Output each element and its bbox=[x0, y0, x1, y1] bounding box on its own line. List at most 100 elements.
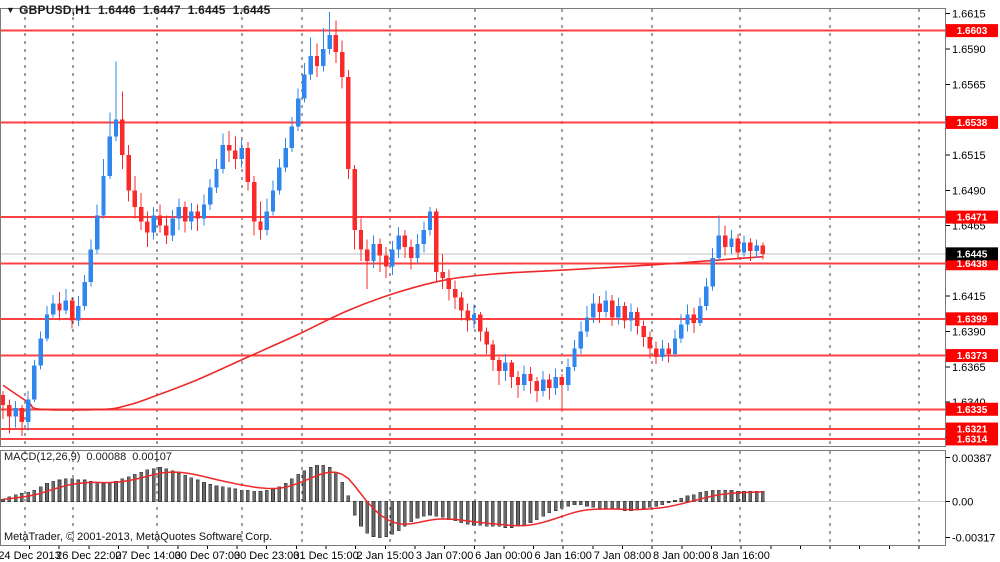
macd-bar bbox=[246, 490, 249, 501]
candle-body bbox=[698, 306, 702, 323]
macd-bar bbox=[567, 501, 570, 506]
macd-bar bbox=[422, 501, 425, 516]
candle-body bbox=[164, 226, 168, 236]
macd-bar bbox=[253, 491, 256, 501]
candle-body bbox=[32, 365, 36, 399]
macd-bar bbox=[447, 501, 450, 519]
candle-body bbox=[271, 190, 275, 211]
macd-bar bbox=[410, 501, 413, 521]
macd-bar bbox=[259, 491, 262, 501]
candle-body bbox=[214, 169, 218, 187]
price-tick-label: 1.6365 bbox=[952, 362, 986, 374]
candle-body bbox=[365, 250, 369, 261]
candle-body bbox=[371, 244, 375, 261]
time-tick-label: 3 Jan 07:00 bbox=[416, 550, 474, 562]
candle-body bbox=[641, 326, 645, 337]
candle-body bbox=[321, 49, 325, 66]
candle-body bbox=[233, 151, 237, 159]
macd-bar bbox=[115, 481, 118, 501]
time-tick-label: 26 Dec 22:00 bbox=[56, 550, 121, 562]
candle-body bbox=[654, 349, 658, 357]
candle-body bbox=[51, 303, 55, 314]
macd-bar bbox=[516, 501, 519, 526]
candle-body bbox=[547, 380, 551, 388]
level-lines[interactable] bbox=[0, 31, 945, 439]
candle-body bbox=[189, 211, 193, 221]
macd-bar bbox=[642, 501, 645, 508]
macd-tick-label: 0.00 bbox=[952, 496, 973, 508]
candle-body bbox=[585, 317, 589, 331]
macd-bar bbox=[504, 501, 507, 527]
candle-body bbox=[591, 303, 595, 317]
macd-bar bbox=[240, 490, 243, 501]
macd-bar bbox=[586, 501, 589, 506]
macd-axis: 0.003870.00-0.00317 bbox=[946, 453, 996, 544]
chart-canvas[interactable]: 1.66151.65901.65651.65401.65151.64901.64… bbox=[0, 0, 1000, 562]
macd-tick-label: 0.00387 bbox=[952, 453, 992, 465]
candle-body bbox=[729, 238, 733, 246]
macd-bar bbox=[592, 501, 595, 507]
candle-body bbox=[560, 377, 564, 385]
candle-body bbox=[390, 250, 394, 267]
candle-body bbox=[761, 245, 765, 253]
candle-body bbox=[170, 219, 174, 236]
macd-bar bbox=[686, 496, 689, 502]
candle-body bbox=[7, 405, 11, 416]
time-tick-label: 6 Jan 16:00 bbox=[534, 550, 592, 562]
candle-body bbox=[616, 306, 620, 317]
time-tick-label: 6 Jan 00:00 bbox=[475, 550, 533, 562]
macd-bar bbox=[403, 501, 406, 526]
candle-body bbox=[704, 286, 708, 306]
price-tick-label: 1.6490 bbox=[952, 185, 986, 197]
candle-body bbox=[748, 243, 752, 251]
macd-bar bbox=[667, 501, 670, 502]
macd-bar bbox=[290, 479, 293, 502]
candle-body bbox=[177, 207, 181, 218]
quote-open: 1.6446 bbox=[98, 3, 136, 17]
candle-body bbox=[403, 235, 407, 246]
candle-body bbox=[491, 344, 495, 360]
candle-body bbox=[183, 207, 187, 221]
candle-body bbox=[717, 235, 721, 258]
metatrader-chart-window: 1.66151.65901.65651.65401.65151.64901.64… bbox=[0, 0, 1000, 562]
price-tick-label: 1.6415 bbox=[952, 291, 986, 303]
candle-body bbox=[227, 145, 231, 151]
candle-body bbox=[346, 77, 350, 169]
candle-body bbox=[334, 35, 338, 52]
candle-body bbox=[648, 337, 652, 348]
macd-bar bbox=[165, 469, 168, 502]
price-tick-label: 1.6615 bbox=[952, 9, 986, 21]
candle-body bbox=[101, 176, 105, 216]
macd-signal-value: 0.00107 bbox=[132, 451, 172, 463]
candle-body bbox=[45, 315, 49, 339]
time-tick-label: 30 Dec 23:00 bbox=[234, 550, 299, 562]
svg-text:1.6335: 1.6335 bbox=[957, 405, 988, 416]
candle-body bbox=[497, 360, 501, 371]
macd-bar bbox=[221, 487, 224, 502]
macd-bar bbox=[359, 501, 362, 526]
candle-body bbox=[428, 211, 432, 229]
candle-body bbox=[516, 377, 520, 385]
svg-text:1.6445: 1.6445 bbox=[957, 249, 988, 260]
price-tick-label: 1.6390 bbox=[952, 327, 986, 339]
candle-body bbox=[736, 238, 740, 252]
macd-bar bbox=[523, 501, 526, 525]
candle-body bbox=[459, 298, 463, 311]
candle-body bbox=[579, 332, 583, 349]
macd-bar bbox=[429, 501, 432, 515]
candle-body bbox=[566, 367, 570, 385]
candle-body bbox=[70, 300, 74, 320]
candle-body bbox=[57, 303, 61, 310]
macd-indicator-label: MACD(12,26,9)0.000880.00107 bbox=[4, 451, 178, 463]
macd-bar bbox=[391, 501, 394, 534]
candle-body bbox=[290, 127, 294, 148]
macd-bar bbox=[297, 474, 300, 501]
candle-body bbox=[597, 303, 601, 311]
macd-bar bbox=[265, 490, 268, 501]
macd-bar bbox=[617, 501, 620, 509]
candle-body bbox=[396, 235, 400, 249]
macd-bar bbox=[108, 482, 111, 501]
time-tick-label: 27 Dec 14:00 bbox=[115, 550, 180, 562]
candle-body bbox=[82, 282, 86, 306]
macd-bar bbox=[548, 501, 551, 512]
